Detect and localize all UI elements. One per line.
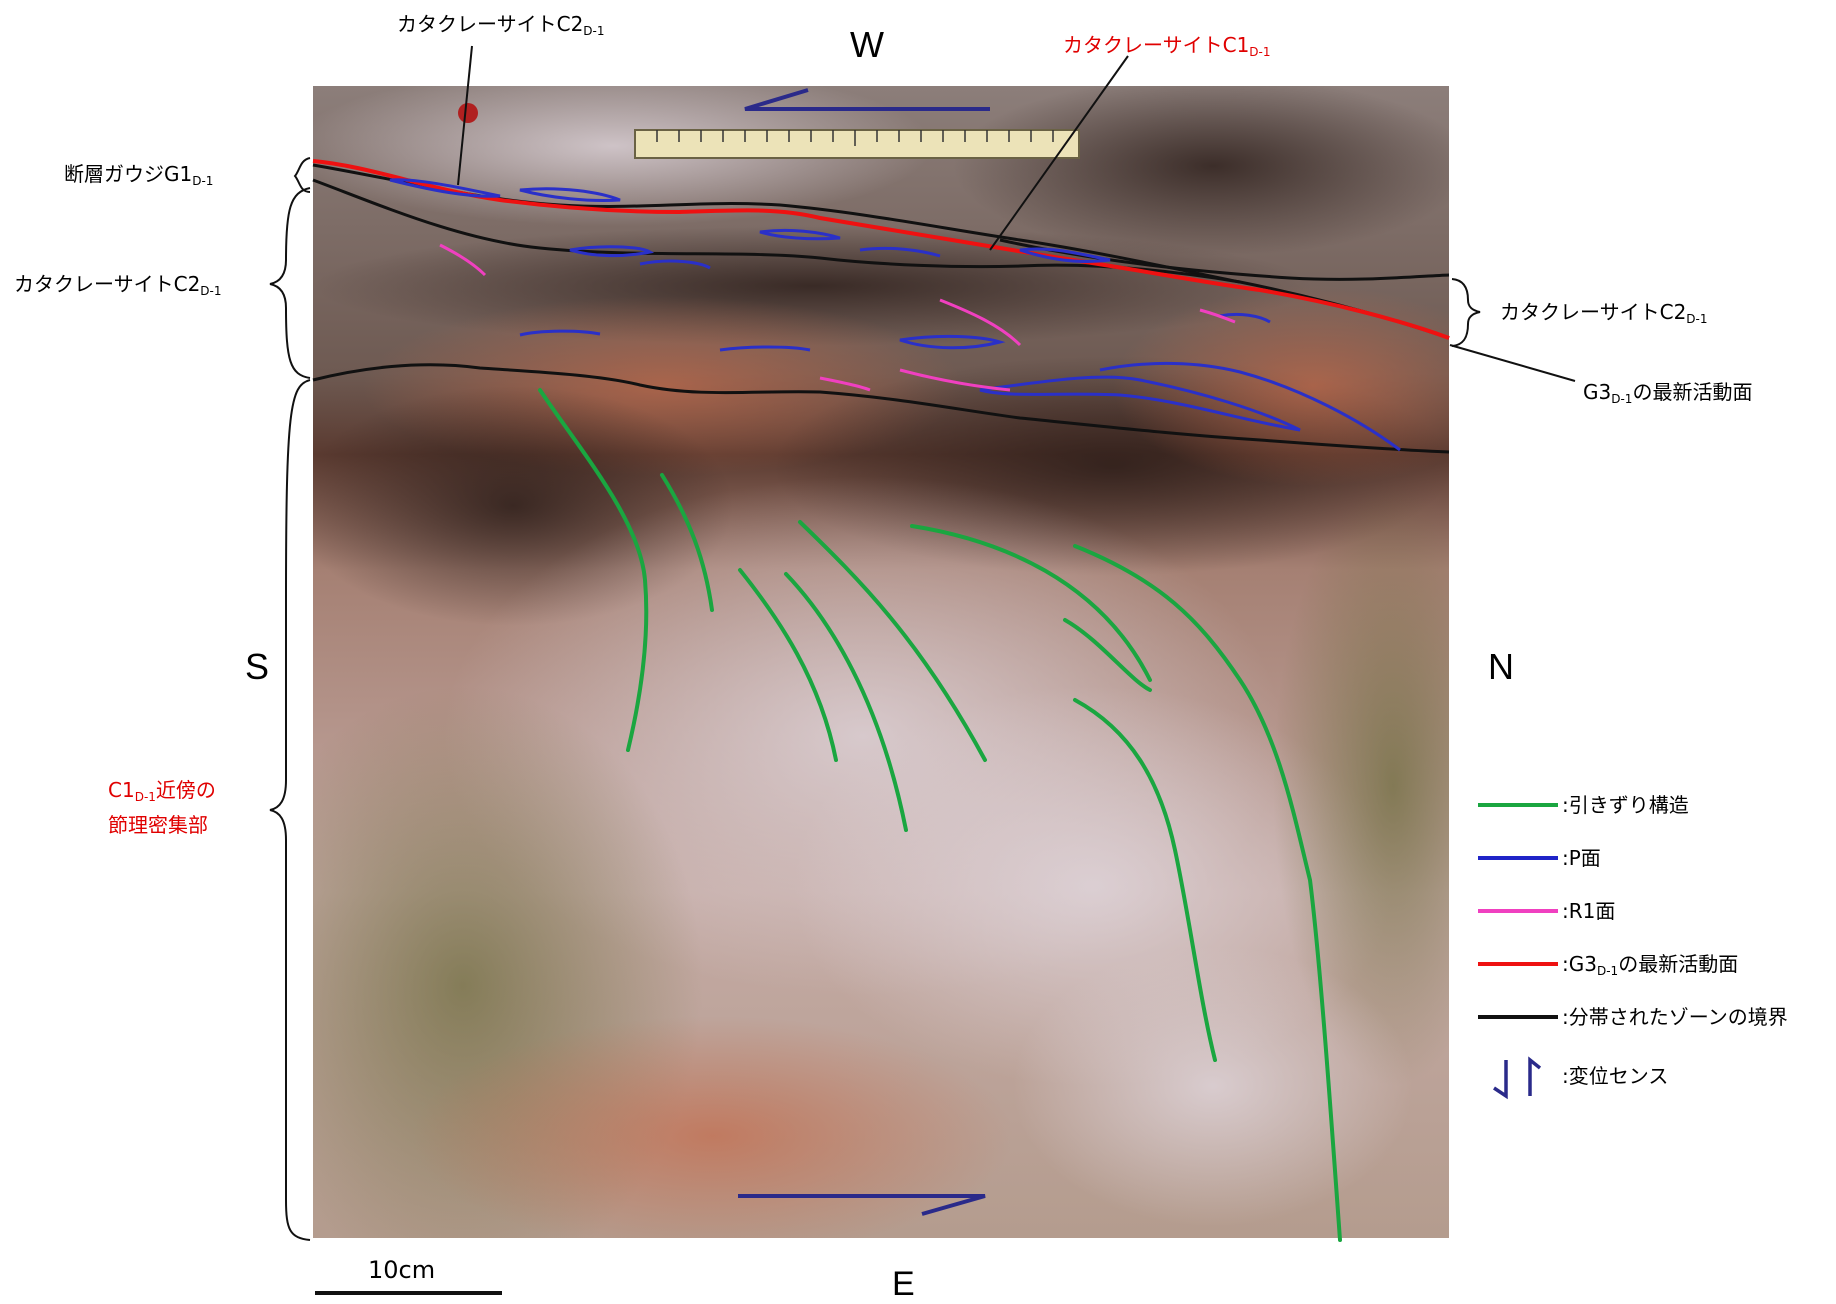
r1-plane-line [439, 243, 487, 277]
zone-boundary-line [312, 163, 1450, 340]
sense-arrows-icon [1493, 1056, 1542, 1100]
bracket-c2-left [269, 187, 311, 379]
label-g3-latest-plane: G3D-1の最新活動面 [1583, 380, 1753, 406]
sense-arrow-bottom [738, 1194, 986, 1216]
label-cataclasite-c2-top: カタクレーサイトC2D-1 [397, 12, 605, 38]
drag-structure-line [538, 388, 649, 752]
direction-east: E [892, 1265, 915, 1303]
label-cataclasite-c1-top: カタクレーサイトC1D-1 [1063, 33, 1271, 59]
sense-arrow-top [744, 88, 990, 111]
legend-swatch [1478, 909, 1558, 913]
r1-plane-line [899, 368, 1011, 392]
drag-structure-line [910, 524, 1152, 682]
drag-structure-line [738, 568, 838, 762]
label-cataclasite-c2-left: カタクレーサイトC2D-1 [14, 272, 222, 298]
r1-plane-line [939, 298, 1022, 347]
bracket-gouge [293, 157, 311, 193]
label-joint-concentration-zone: C1D-1近傍の 節理密集部 [108, 778, 216, 837]
zone-boundary-line [312, 363, 1450, 454]
drag-structure-line [660, 473, 714, 612]
bracket-c2-right [1451, 278, 1481, 347]
legend-swatch [1478, 856, 1558, 860]
p-plane-line [569, 245, 655, 258]
p-plane-line [389, 178, 501, 198]
direction-west: W [850, 24, 884, 65]
p-plane-line [1219, 312, 1271, 324]
scale-bar-label: 10cm [368, 1256, 436, 1284]
leader-line-g3 [1449, 344, 1576, 382]
drag-structure-line [798, 520, 987, 762]
p-plane-line [899, 334, 1006, 350]
r1-plane-line [1199, 308, 1236, 324]
drag-structure-line [784, 572, 908, 832]
label-cataclasite-c2-right: カタクレーサイトC2D-1 [1500, 300, 1708, 326]
p-plane-line [979, 375, 1301, 432]
p-plane-line [1019, 247, 1111, 263]
legend-swatch [1478, 962, 1558, 966]
p-plane-line [1099, 361, 1401, 452]
p-plane-line [639, 259, 711, 270]
legend-swatch [1478, 803, 1558, 807]
leader-line-c1-top [989, 55, 1129, 251]
zone-boundary-line [312, 178, 1241, 284]
leader-line-c2-top [457, 45, 473, 186]
p-plane-line [859, 246, 941, 258]
p-plane-line [759, 228, 841, 241]
drag-structure-line [1073, 544, 1342, 1242]
p-plane-line [519, 329, 601, 337]
label-fault-gouge-g1: 断層ガウジG1D-1 [64, 162, 214, 188]
p-plane-line [719, 345, 811, 352]
direction-south: S [245, 646, 270, 687]
p-plane-line [519, 187, 621, 203]
direction-north: N [1488, 646, 1514, 687]
drag-structure-line [1073, 698, 1217, 1062]
drag-structure-line [1063, 618, 1152, 692]
g3-latest-plane-line [312, 159, 1450, 340]
r1-plane-line [819, 376, 871, 392]
legend-swatch [1478, 1015, 1558, 1019]
bracket-s-zone [269, 379, 311, 1241]
